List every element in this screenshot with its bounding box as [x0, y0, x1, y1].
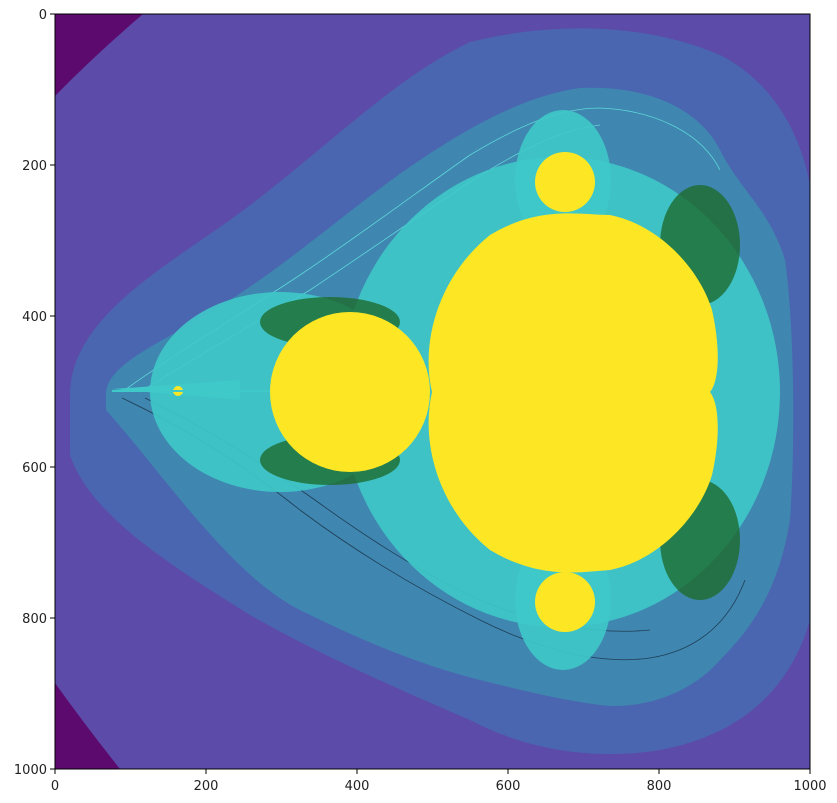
- y-tick-label: 1000: [14, 763, 47, 778]
- y-tick-label: 800: [22, 612, 47, 627]
- main-cardioid: [428, 213, 718, 573]
- period-2-bulb: [270, 312, 430, 472]
- x-axis-ticks: 0 200 400 600 800 1000: [51, 769, 827, 794]
- bottom-left-corner: [55, 683, 120, 769]
- top-left-corner: [55, 14, 143, 96]
- x-tick-label: 800: [647, 779, 672, 794]
- y-tick-label: 0: [39, 8, 47, 23]
- axes-frame: [54, 13, 811, 770]
- x-tick-label: 0: [51, 779, 59, 794]
- fractal-image: [55, 14, 810, 769]
- bottom-bulb: [535, 572, 595, 632]
- x-tick-label: 200: [194, 779, 219, 794]
- x-tick-label: 400: [345, 779, 370, 794]
- y-tick-label: 400: [22, 310, 47, 325]
- y-tick-label: 600: [22, 461, 47, 476]
- x-tick-label: 1000: [793, 779, 826, 794]
- y-tick-label: 200: [22, 159, 47, 174]
- x-tick-label: 600: [496, 779, 521, 794]
- top-bulb: [535, 152, 595, 212]
- y-axis-ticks: 0 200 400 600 800 1000: [14, 8, 55, 778]
